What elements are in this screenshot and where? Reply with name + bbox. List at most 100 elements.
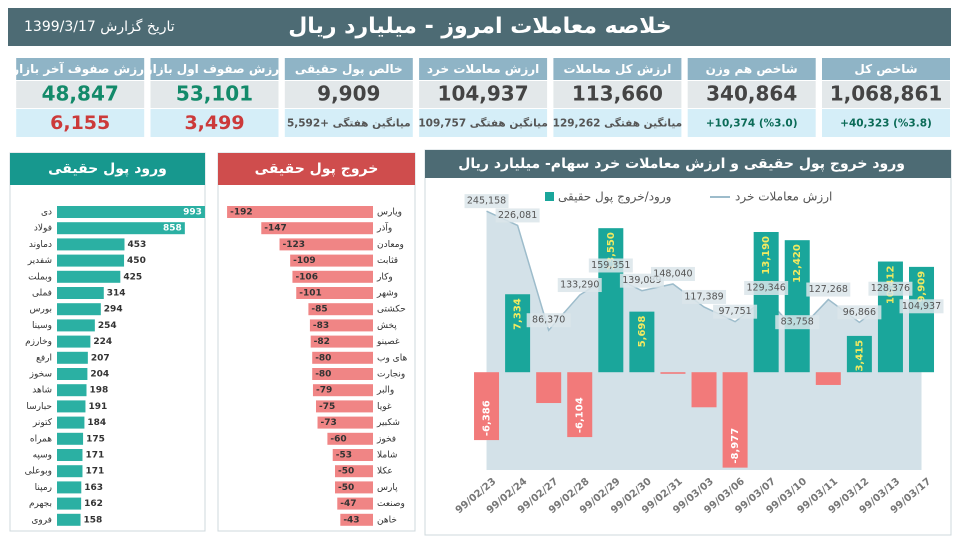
bar-category: وکار — [376, 272, 393, 282]
area-label-box — [650, 266, 695, 281]
outflow-header — [218, 153, 415, 185]
card-header — [16, 58, 145, 80]
bar — [505, 294, 531, 373]
bar — [784, 240, 810, 373]
bar — [753, 231, 779, 373]
card-title: خالص پول حقیقی — [295, 62, 403, 77]
card-title: ارزش کل معاملات — [563, 62, 671, 76]
bar-category: شفدیر — [27, 256, 52, 266]
bar-value: 314 — [107, 289, 126, 299]
bar-value: 158 — [84, 515, 103, 525]
bar-value: -192 — [230, 208, 253, 218]
bar — [327, 432, 373, 445]
area-label-box — [713, 304, 758, 319]
card-value-box — [150, 81, 279, 108]
bar — [57, 465, 83, 478]
bar-value: 425 — [123, 272, 142, 282]
bar-value: -101 — [299, 289, 322, 299]
card-title: شاخص هم وزن — [706, 62, 798, 77]
area-value: 83,758 — [781, 317, 814, 328]
bar-category: والبر — [376, 386, 394, 396]
bar — [312, 368, 373, 380]
bar — [57, 400, 86, 413]
bar — [57, 287, 104, 299]
bar-value: -85 — [311, 305, 327, 315]
bar-category: حبارسا — [26, 402, 52, 412]
bar-category: وسپه — [33, 451, 52, 461]
bar — [909, 266, 935, 373]
card-value-box — [16, 81, 145, 108]
bar — [317, 416, 373, 429]
bar-category: فملی — [32, 289, 52, 299]
bar — [57, 351, 88, 364]
bar-value: 3,415 — [854, 340, 865, 372]
panel-title: ورود پول حقیقی — [48, 161, 167, 177]
bar — [536, 372, 562, 404]
bar-value: 858 — [163, 224, 182, 234]
card-note: +40,323 (%3.8) — [840, 118, 932, 130]
bar-category: پارس — [377, 483, 398, 493]
bar-category: شکبیر — [376, 418, 400, 428]
bar-value: 9,909 — [917, 271, 928, 303]
bar — [290, 254, 373, 267]
bar-category: کتونر — [32, 418, 53, 428]
card-title: ارزش صفوف آخر بازار — [11, 61, 148, 77]
area-label-box — [526, 313, 571, 328]
card-note-box — [16, 109, 145, 137]
bar-value: -75 — [319, 402, 335, 412]
bar — [629, 311, 655, 373]
bar-category: پخش — [377, 321, 397, 331]
legend-label: ورود/خروج پول حقیقی — [558, 190, 671, 205]
card-title: شاخص کل — [854, 62, 917, 76]
bar-category: دی — [41, 208, 52, 218]
bar-value: -123 — [283, 240, 306, 250]
bar-value: -106 — [295, 272, 318, 282]
card-header — [553, 58, 682, 80]
bar-category: وسینا — [32, 321, 52, 331]
bar-value: -6,386 — [482, 400, 493, 436]
bar-value: 453 — [127, 240, 146, 250]
bar — [57, 254, 125, 267]
bar — [309, 319, 373, 332]
bar-value: 175 — [86, 434, 105, 444]
card-value-box — [822, 81, 950, 108]
bar-value: -50 — [338, 467, 354, 477]
bar — [57, 335, 91, 348]
bar — [335, 465, 373, 478]
bar — [57, 449, 83, 461]
bar-value: 198 — [90, 386, 109, 396]
bar-category: سخوز — [29, 370, 52, 380]
card-value-box — [687, 81, 816, 108]
bar-category: ویارس — [377, 208, 402, 218]
bar-value: 171 — [85, 467, 104, 477]
bar-value: 224 — [93, 337, 112, 347]
bar-category: فخوز — [376, 434, 396, 444]
area-label-box — [588, 258, 633, 273]
panel-title: خروج پول حقیقی — [255, 161, 379, 177]
bar — [57, 319, 95, 332]
bar-category: بجهرم — [29, 499, 52, 509]
bar-value: -80 — [315, 353, 331, 363]
bar — [227, 206, 373, 218]
card-note: 6,155 — [50, 112, 110, 134]
area-label-box — [464, 194, 509, 209]
card-note-box — [284, 109, 413, 137]
bar — [310, 335, 373, 348]
area-label-box — [837, 305, 882, 320]
page-title: خلاصه معاملات امروز - میلیارد ریال — [288, 14, 672, 39]
bar-value: -43 — [343, 515, 359, 525]
card-value-box — [419, 81, 548, 108]
bar — [296, 287, 373, 299]
legend-label: ارزش معاملات خرد — [735, 190, 832, 205]
bar — [57, 432, 84, 445]
area-label-box — [775, 315, 820, 330]
bar-category: فولاد — [34, 224, 52, 234]
bar-value: 993 — [183, 208, 202, 218]
bar — [57, 497, 82, 510]
bar-value: 191 — [88, 402, 107, 412]
area-value: 148,040 — [653, 268, 692, 279]
bar — [57, 368, 88, 380]
bar — [815, 372, 841, 385]
bar-value: 13,550 — [606, 232, 617, 271]
card-note-box — [687, 109, 816, 137]
